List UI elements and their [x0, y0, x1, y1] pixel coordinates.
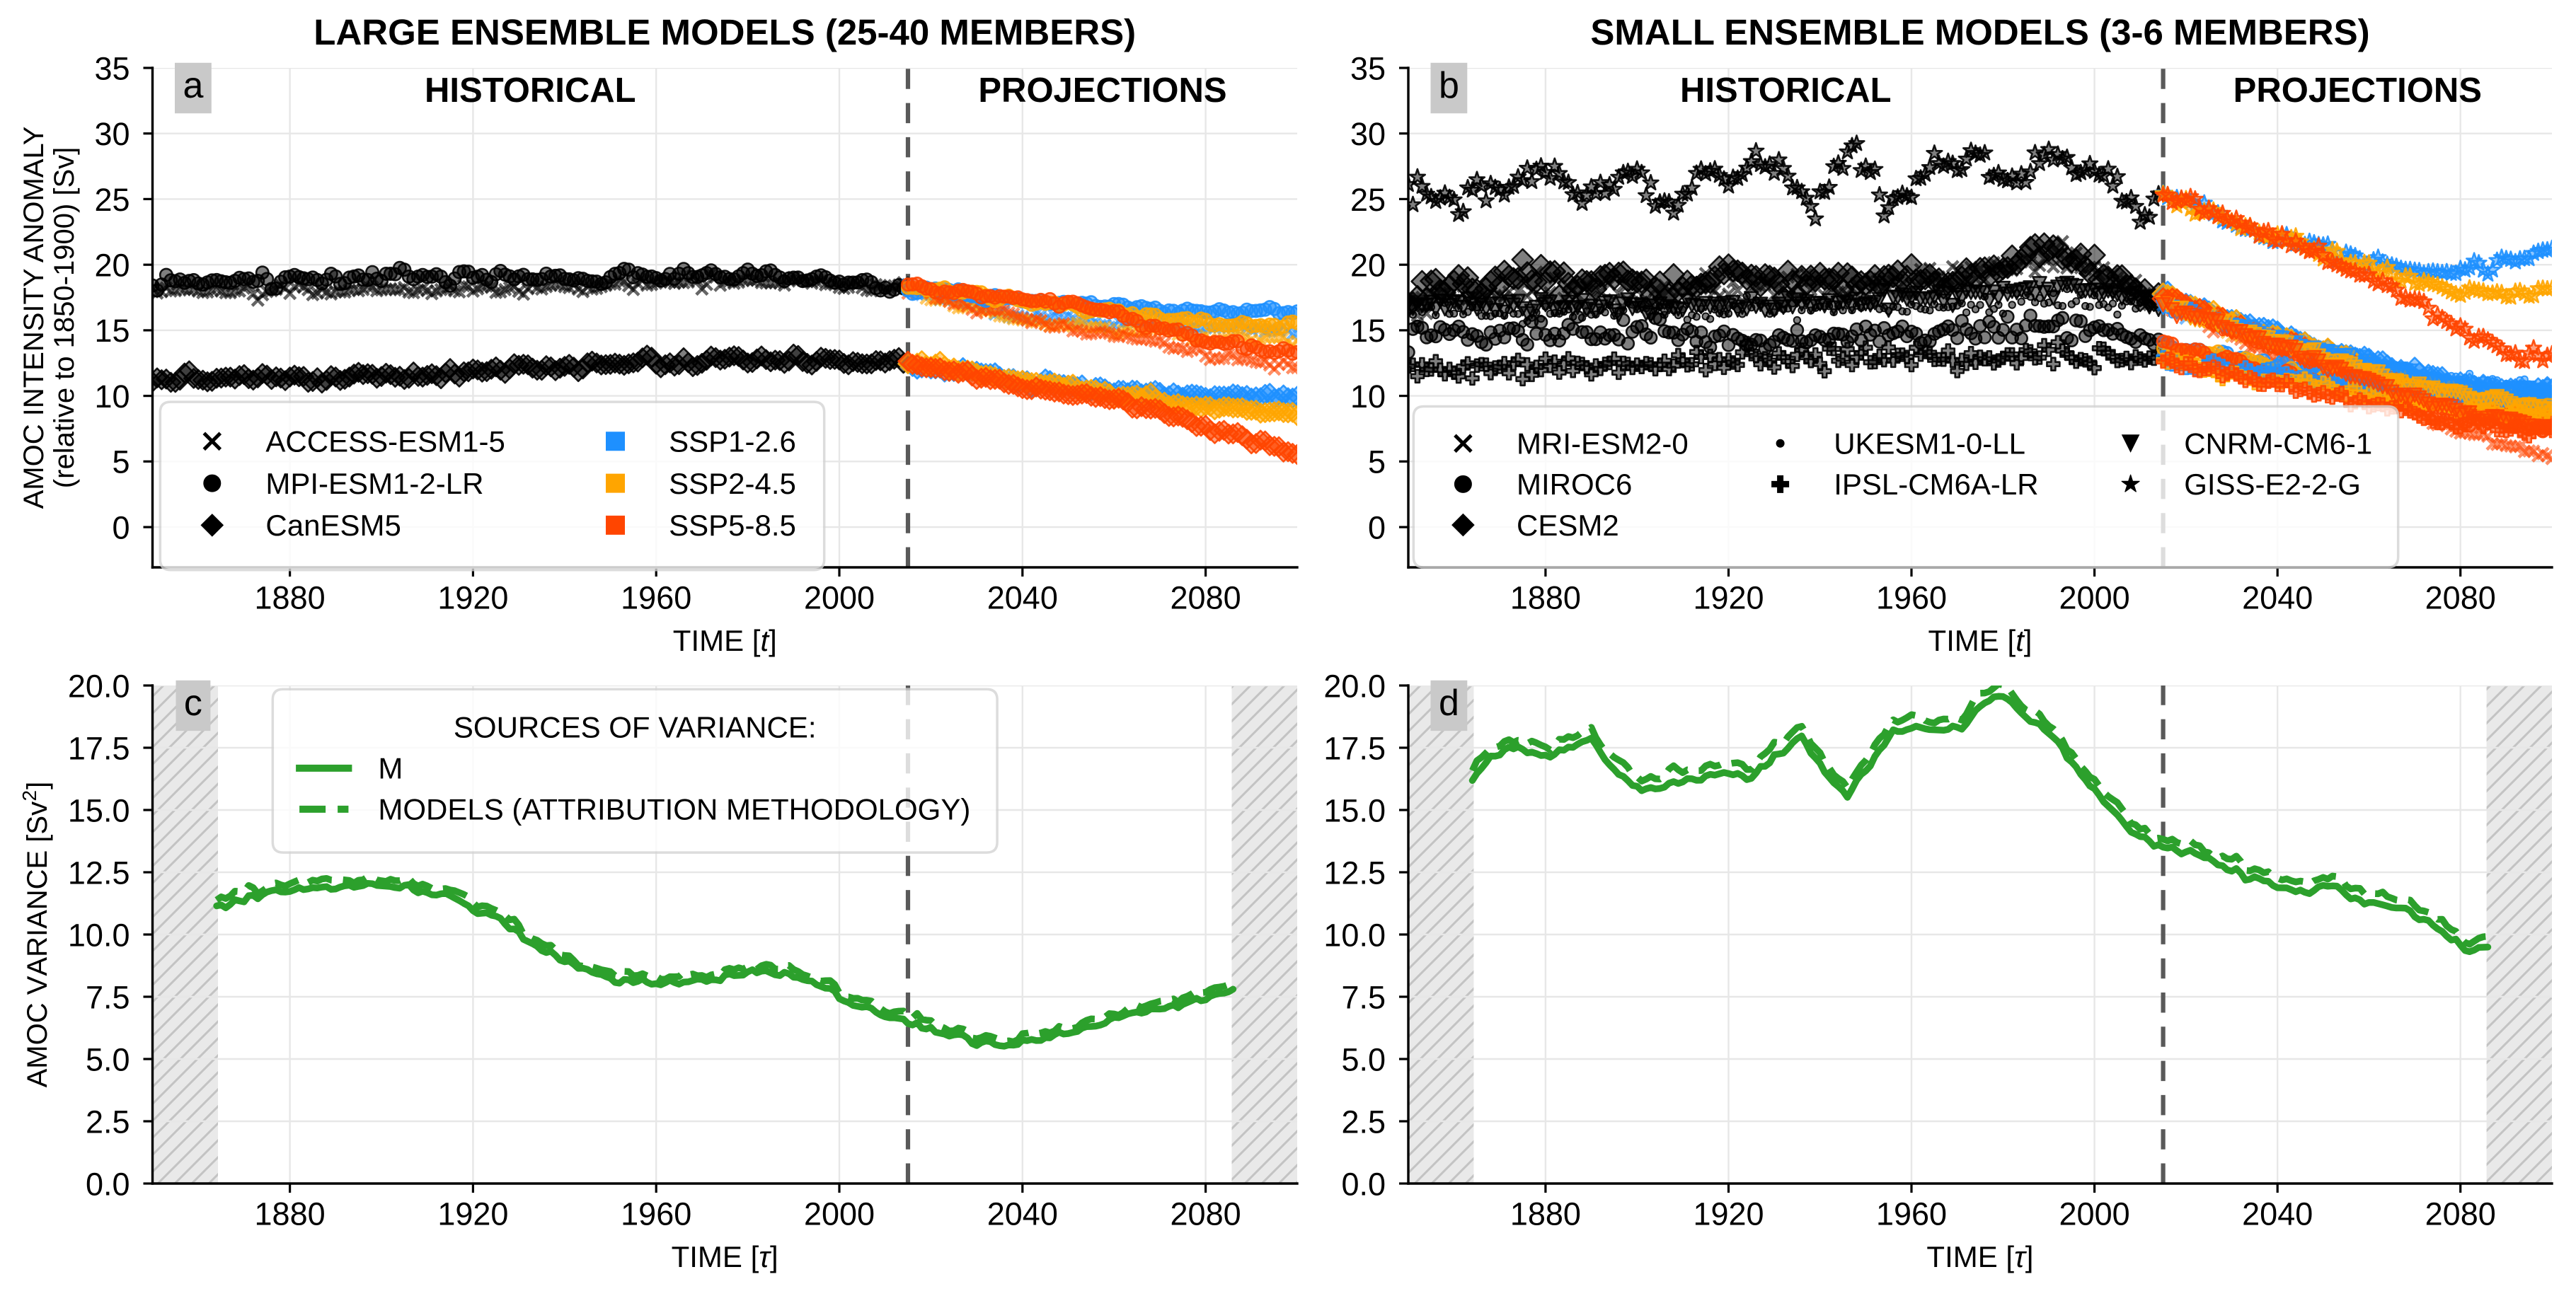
- svg-text:2.5: 2.5: [1341, 1104, 1386, 1140]
- svg-text:15.0: 15.0: [1323, 792, 1386, 828]
- svg-text:1880: 1880: [255, 580, 326, 616]
- svg-text:HISTORICAL: HISTORICAL: [1680, 71, 1892, 110]
- svg-text:0: 0: [112, 509, 130, 545]
- svg-text:1920: 1920: [437, 580, 508, 616]
- svg-text:25: 25: [1350, 182, 1386, 218]
- svg-text:0: 0: [1368, 509, 1386, 545]
- svg-text:2000: 2000: [2059, 580, 2130, 616]
- svg-text:AMOC INTENSITY ANOMALY: AMOC INTENSITY ANOMALY: [18, 127, 50, 509]
- svg-text:5: 5: [112, 444, 130, 480]
- svg-text:SSP5-8.5: SSP5-8.5: [669, 509, 796, 542]
- svg-text:CESM2: CESM2: [1517, 509, 1619, 542]
- svg-text:2080: 2080: [2425, 1196, 2496, 1232]
- svg-text:c: c: [184, 683, 202, 724]
- svg-text:1920: 1920: [437, 1196, 508, 1232]
- svg-text:1960: 1960: [621, 1196, 691, 1232]
- svg-text:MIROC6: MIROC6: [1517, 468, 1632, 501]
- svg-text:5.0: 5.0: [1341, 1041, 1386, 1077]
- svg-text:b: b: [1439, 65, 1459, 106]
- svg-text:M: M: [378, 752, 403, 785]
- svg-text:15.0: 15.0: [68, 792, 130, 828]
- svg-text:MPI-ESM1-2-LR: MPI-ESM1-2-LR: [265, 467, 483, 500]
- svg-text:25: 25: [94, 182, 130, 218]
- svg-text:CNRM-CM6-1: CNRM-CM6-1: [2184, 427, 2372, 461]
- svg-text:T I M E [ ] τ: T I M E [ ] τ: [1926, 1240, 2037, 1273]
- svg-text:1920: 1920: [1693, 1196, 1764, 1232]
- svg-text:SSP2-4.5: SSP2-4.5: [669, 467, 796, 500]
- svg-text:SMALL ENSEMBLE MODELS (3-6 MEM: SMALL ENSEMBLE MODELS (3-6 MEMBERS): [1590, 12, 2369, 52]
- svg-text:1880: 1880: [1510, 580, 1581, 616]
- svg-text:7.5: 7.5: [86, 979, 130, 1015]
- svg-text:1960: 1960: [1876, 580, 1947, 616]
- svg-text:ACCESS-ESM1-5: ACCESS-ESM1-5: [265, 425, 505, 458]
- svg-text:a: a: [183, 65, 203, 106]
- svg-text:d: d: [1439, 683, 1459, 724]
- svg-text:5: 5: [1368, 444, 1386, 480]
- svg-text:17.5: 17.5: [1323, 730, 1386, 766]
- svg-text:2080: 2080: [1171, 580, 1241, 616]
- svg-text:1880: 1880: [1510, 1196, 1581, 1232]
- svg-text:MRI-ESM2-0: MRI-ESM2-0: [1517, 427, 1689, 461]
- svg-text:2080: 2080: [2425, 580, 2496, 616]
- svg-text:5.0: 5.0: [86, 1041, 130, 1077]
- svg-text:30: 30: [1350, 116, 1386, 152]
- svg-text:(relative to 1850-1900) [Sv]: (relative to 1850-1900) [Sv]: [49, 147, 80, 488]
- svg-text:MODELS (ATTRIBUTION METHODOLOG: MODELS (ATTRIBUTION METHODOLOGY): [378, 793, 970, 826]
- svg-text:1960: 1960: [1876, 1196, 1947, 1232]
- svg-text:10.0: 10.0: [68, 917, 130, 953]
- svg-text:35: 35: [1350, 50, 1386, 86]
- svg-text:1880: 1880: [255, 1196, 326, 1232]
- svg-text:35: 35: [94, 50, 130, 86]
- svg-text:17.5: 17.5: [68, 730, 130, 766]
- svg-text:T I M E [ ] t: T I M E [ ] t: [673, 624, 780, 657]
- svg-text:7.5: 7.5: [1341, 979, 1386, 1015]
- svg-text:20.0: 20.0: [1323, 668, 1386, 704]
- svg-text:2.5: 2.5: [86, 1104, 130, 1140]
- svg-text:2080: 2080: [1171, 1196, 1241, 1232]
- svg-text:HISTORICAL: HISTORICAL: [425, 71, 636, 110]
- svg-text:GISS-E2-2-G: GISS-E2-2-G: [2184, 468, 2361, 501]
- svg-text:30: 30: [94, 116, 130, 152]
- svg-text:LARGE ENSEMBLE MODELS (25-40 M: LARGE ENSEMBLE MODELS (25-40 MEMBERS): [314, 12, 1136, 52]
- svg-text:15: 15: [1350, 313, 1386, 349]
- svg-text:SSP1-2.6: SSP1-2.6: [669, 425, 796, 458]
- svg-text:PROJECTIONS: PROJECTIONS: [2233, 71, 2482, 110]
- svg-text:2000: 2000: [2059, 1196, 2130, 1232]
- svg-text:10: 10: [94, 378, 130, 415]
- svg-text:1920: 1920: [1693, 580, 1764, 616]
- svg-text:2000: 2000: [804, 1196, 875, 1232]
- svg-text:2000: 2000: [804, 580, 875, 616]
- svg-text:20: 20: [94, 248, 130, 284]
- svg-text:SOURCES OF VARIANCE:: SOURCES OF VARIANCE:: [454, 711, 817, 744]
- svg-text:2040: 2040: [987, 1196, 1058, 1232]
- svg-text:T I M E [ ] t: T I M E [ ] t: [1928, 624, 2035, 657]
- svg-text:0.0: 0.0: [1341, 1166, 1386, 1202]
- svg-text:10: 10: [1350, 378, 1386, 415]
- svg-text:2040: 2040: [2242, 1196, 2313, 1232]
- svg-text:A M O C V A R I A N C E [: A M O C V A R I A N C E [ S v ] 2: [18, 778, 53, 1087]
- svg-text:T I M E [ ] τ: T I M E [ ] τ: [672, 1240, 782, 1273]
- svg-text:10.0: 10.0: [1323, 917, 1386, 953]
- svg-text:12.5: 12.5: [1323, 855, 1386, 891]
- svg-text:IPSL-CM6A-LR: IPSL-CM6A-LR: [1834, 468, 2038, 501]
- svg-text:CanESM5: CanESM5: [265, 509, 401, 542]
- svg-text:0.0: 0.0: [86, 1166, 130, 1202]
- svg-text:1960: 1960: [621, 580, 691, 616]
- svg-text:20: 20: [1350, 248, 1386, 284]
- svg-text:20.0: 20.0: [68, 668, 130, 704]
- svg-text:15: 15: [94, 313, 130, 349]
- svg-text:2040: 2040: [987, 580, 1058, 616]
- svg-text:PROJECTIONS: PROJECTIONS: [978, 71, 1226, 110]
- svg-text:12.5: 12.5: [68, 855, 130, 891]
- svg-text:2040: 2040: [2242, 580, 2313, 616]
- svg-text:UKESM1-0-LL: UKESM1-0-LL: [1834, 427, 2025, 461]
